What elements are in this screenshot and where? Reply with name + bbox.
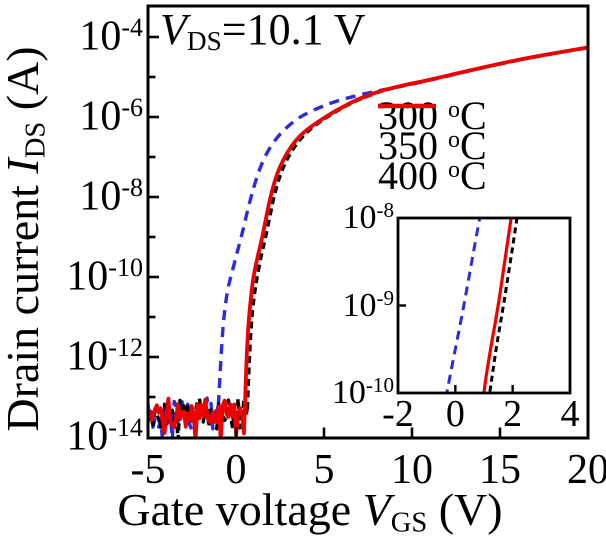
main-plot-area xyxy=(148,45,588,438)
inset-plot-area xyxy=(445,218,519,393)
y-tick-label: 10-12 xyxy=(66,332,143,380)
x-axis-title-text: Gate voltage xyxy=(117,484,363,535)
x-tick-label: 20 xyxy=(567,447,606,493)
degree-glyph: o xyxy=(448,157,460,183)
x-axis-title-var: V xyxy=(362,484,391,535)
exponent: -12 xyxy=(108,332,143,362)
x-tick-label: 0 xyxy=(225,447,247,493)
y-axis-title: Drain current IDS (A) xyxy=(0,0,52,479)
degree-glyph: o xyxy=(448,97,460,123)
legend-item-label: 300 oC xyxy=(378,93,487,138)
exponent: -9 xyxy=(376,285,394,310)
y-tick-label: 10-4 xyxy=(79,12,143,60)
y-axis-title-var: I xyxy=(0,158,48,174)
legend-item-label: 400 oC xyxy=(378,153,487,198)
inset-x-tick-label: 0 xyxy=(445,393,465,435)
y-tick-label: 10-10 xyxy=(66,252,143,300)
exponent: -8 xyxy=(121,172,143,202)
x-tick-label: 5 xyxy=(313,447,335,493)
inset-y-tick-label: 10-8 xyxy=(342,197,394,236)
inset-series-300C-curve xyxy=(445,218,482,393)
inset-axis-ticks xyxy=(399,304,514,392)
exponent: -14 xyxy=(108,412,143,442)
x-tick-label: -5 xyxy=(130,447,166,493)
x-axis-title-subscript: GS xyxy=(390,507,428,539)
exponent: -4 xyxy=(121,12,143,42)
x-axis-title: Gate voltage VGS (V) xyxy=(60,487,560,538)
annotation-value: =10.1 V xyxy=(221,5,366,54)
legend-item-400C: 400 oC xyxy=(378,103,487,196)
y-tick-label: 10-6 xyxy=(79,92,143,140)
annotation-var: V xyxy=(160,5,187,54)
annotation-vds: VDS=10.1 V xyxy=(160,8,366,55)
main-axes-frame xyxy=(146,4,590,440)
inset-series-350C-curve xyxy=(488,218,519,393)
degree-glyph: o xyxy=(448,127,460,153)
series-400C-noise-floor xyxy=(148,396,247,438)
inset-series-400C-curve xyxy=(482,218,513,393)
x-tick-label: 10 xyxy=(391,447,433,493)
x-axis-title-unit: (V) xyxy=(427,484,503,535)
series-350C-noise-floor xyxy=(148,396,250,438)
y-tick-label: 10-8 xyxy=(79,172,143,220)
axis-ticks xyxy=(149,35,502,437)
exponent: -10 xyxy=(108,252,143,282)
inset-x-tick-label: 4 xyxy=(560,393,580,435)
legend: 300 oC 350 oC 400 oC xyxy=(378,96,487,196)
inset-x-tick-label: -2 xyxy=(382,393,414,435)
inset-y-tick-label: 10-10 xyxy=(331,372,394,411)
annotation-subscript: DS xyxy=(186,26,222,56)
legend-item-label: 350 oC xyxy=(378,123,487,168)
inset-y-tick-label: 10-9 xyxy=(342,285,394,324)
series-400C-curve xyxy=(242,45,588,412)
legend-line-sample xyxy=(378,103,436,109)
exponent: -8 xyxy=(376,197,394,222)
inset-background xyxy=(398,218,570,393)
x-tick-label: 15 xyxy=(479,447,521,493)
inset-axes-frame xyxy=(396,216,572,395)
exponent: -6 xyxy=(121,92,143,122)
exponent: -10 xyxy=(365,372,394,397)
inset-x-tick-label: 2 xyxy=(503,393,523,435)
y-tick-label: 10-14 xyxy=(66,412,143,460)
